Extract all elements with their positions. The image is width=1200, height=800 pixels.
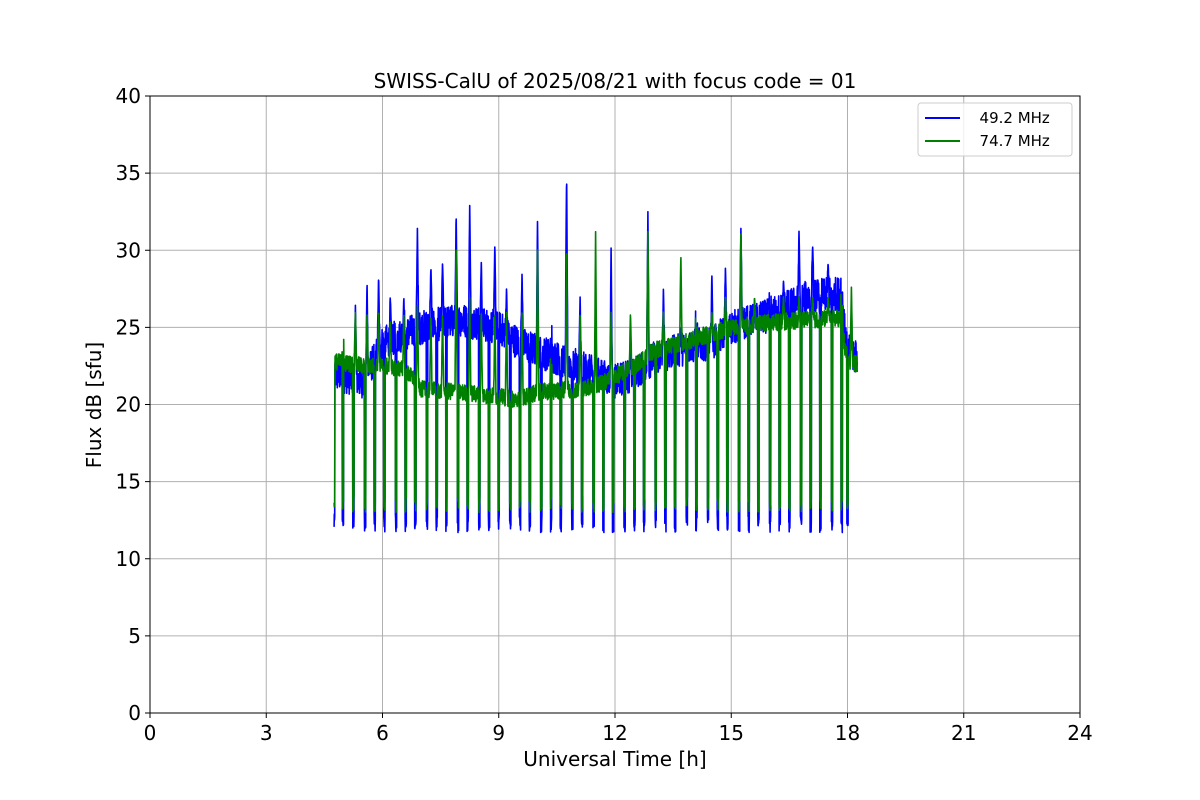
x-axis-ticks: 0 3 6 9 12 15 18 21 24 (144, 713, 1093, 745)
y-tick-label: 15 (116, 470, 141, 494)
chart-title: SWISS-CalU of 2025/08/21 with focus code… (374, 69, 857, 93)
x-tick-label: 18 (835, 721, 860, 745)
series-layer (333, 183, 858, 534)
y-tick-label: 5 (128, 624, 141, 648)
x-tick-label: 0 (144, 721, 157, 745)
legend-label-74-7mhz: 74.7 MHz (970, 132, 1050, 150)
y-tick-label: 30 (116, 238, 141, 262)
x-tick-label: 24 (1067, 721, 1092, 745)
y-tick-label: 20 (116, 393, 141, 417)
y-tick-label: 25 (116, 315, 141, 339)
y-axis-label: Flux dB [sfu] (82, 342, 106, 468)
y-tick-label: 0 (128, 701, 141, 725)
x-tick-label: 3 (260, 721, 273, 745)
y-axis-ticks: 0 5 10 15 20 25 30 35 40 (116, 84, 150, 725)
legend: 49.2 MHz 74.7 MHz (917, 102, 1073, 157)
y-tick-label: 10 (116, 547, 141, 571)
y-tick-label: 35 (116, 161, 141, 185)
series-line-74-7mhz (333, 230, 858, 514)
x-tick-label: 9 (492, 721, 505, 745)
y-tick-label: 40 (116, 84, 141, 108)
x-tick-label: 12 (602, 721, 627, 745)
legend-box (917, 102, 1073, 157)
legend-label-49-2mhz: 49.2 MHz (970, 109, 1050, 127)
x-axis-label: Universal Time [h] (523, 747, 706, 771)
x-tick-label: 6 (376, 721, 389, 745)
x-tick-label: 15 (719, 721, 744, 745)
x-tick-label: 21 (951, 721, 976, 745)
